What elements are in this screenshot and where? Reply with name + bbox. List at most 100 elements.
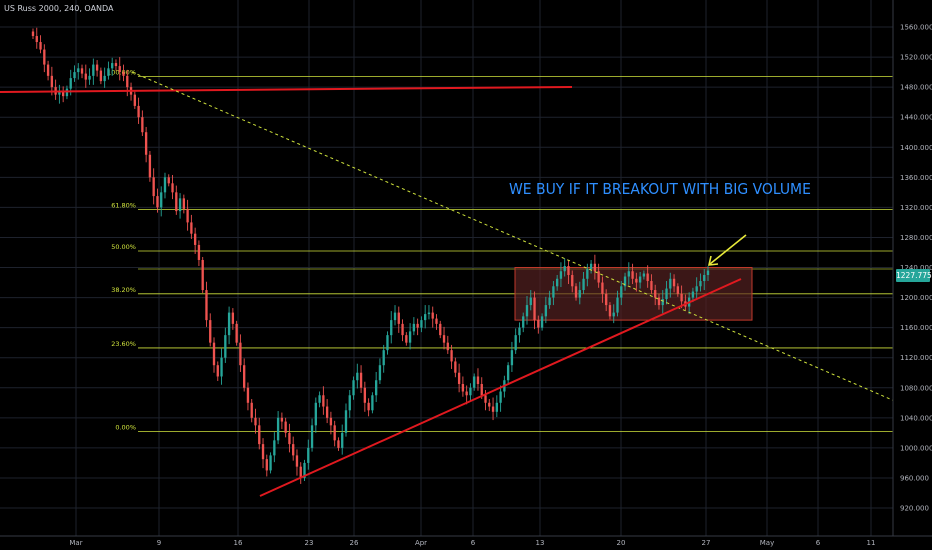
candle-body (397, 312, 400, 324)
horizontal-resistance-line (0, 86, 573, 93)
candle-body (314, 402, 317, 426)
candle-body (201, 259, 204, 291)
candle-body (50, 75, 54, 88)
candle-body (197, 244, 201, 260)
candle-body (212, 342, 216, 366)
candle-body (80, 68, 84, 74)
candle-body (61, 90, 65, 97)
candle-body (627, 271, 630, 277)
time-tick-label: 11 (867, 539, 876, 547)
fib-level-label: 61.80% (111, 202, 136, 210)
candle-body (193, 233, 197, 245)
candle-body (442, 335, 446, 343)
fib-level-label: 50.00% (111, 243, 136, 251)
time-tick-label: Mar (69, 539, 82, 547)
candle-body (608, 305, 612, 317)
fib-level-label: 38.20% (111, 286, 136, 294)
candle-body (126, 75, 129, 88)
candle-body (231, 312, 235, 324)
candle-body (269, 455, 272, 471)
candle-body (408, 331, 412, 343)
time-tick-label: 13 (536, 539, 545, 547)
price-tick-label: 1480.000 (900, 84, 932, 92)
candle-body (31, 31, 35, 37)
fibonacci-levels: 100.00% 61.80% 50.00% 38.20% 23.60% 0.00% (107, 69, 893, 432)
candle-body (657, 297, 661, 306)
candle-body (431, 312, 434, 319)
time-axis[interactable]: Mar 9 16 23 26 Apr 6 13 20 27 May 6 11 (0, 535, 932, 550)
candle-body (254, 417, 257, 426)
candle-body (348, 395, 351, 411)
candle-body (99, 70, 103, 82)
candle-body (69, 78, 72, 89)
candle-body (563, 265, 566, 272)
candle-body (95, 64, 99, 71)
candle-body (367, 402, 370, 411)
price-tick-label: 1360.000 (900, 174, 932, 182)
time-tick-label: 16 (234, 539, 243, 547)
candle-body (424, 314, 427, 321)
candle-body (510, 350, 514, 366)
candle-body (386, 335, 389, 351)
candle-body (533, 297, 536, 321)
candle-body (341, 432, 344, 448)
candle-body (514, 335, 517, 351)
candle-body (552, 286, 555, 298)
time-tick-label: May (760, 539, 774, 547)
candle-body (616, 297, 619, 313)
candle-body (593, 263, 597, 272)
candle-body (144, 132, 148, 155)
candle-body (352, 380, 355, 396)
candle-body (676, 286, 680, 294)
price-tick-label: 1160.000 (900, 324, 932, 332)
candle-body (465, 391, 468, 396)
candle-body (439, 323, 442, 336)
candle-body (141, 117, 144, 133)
candle-body (390, 320, 393, 336)
candle-body (322, 395, 325, 407)
candle-body (488, 402, 491, 407)
candle-body (612, 312, 615, 317)
candle-body (555, 278, 559, 287)
candle-body (288, 432, 291, 445)
candle-body (239, 342, 242, 366)
candle-body (318, 395, 321, 403)
candle-body (642, 273, 646, 277)
candle-body (548, 297, 551, 306)
candle-body (680, 293, 683, 302)
time-tick-label: 6 (471, 539, 476, 547)
candle-body (43, 49, 46, 65)
candle-body (261, 444, 265, 460)
candle-body (299, 466, 302, 478)
candle-body (601, 282, 604, 294)
candle-body (292, 444, 295, 456)
candle-body (243, 365, 246, 388)
price-tick-label: 1240.000 (900, 264, 932, 272)
candle-body (635, 278, 638, 283)
candle-body (84, 73, 87, 80)
candle-body (382, 350, 385, 366)
candle-body (337, 440, 340, 448)
candle-body (454, 361, 457, 373)
candle-body (586, 269, 589, 279)
candle-body (650, 281, 653, 291)
candle-body (284, 421, 287, 433)
candle-body (178, 198, 182, 212)
candle-body (578, 290, 581, 298)
candle-body (499, 391, 502, 403)
chart-annotation: WE BUY IF IT BREAKOUT WITH BIG VOLUME (509, 180, 811, 198)
price-tick-label: 1200.000 (900, 294, 932, 302)
last-price-tag: 1227.775 (896, 269, 932, 282)
candle-body (175, 192, 178, 212)
time-tick-label: Apr (415, 539, 427, 547)
candle-body (265, 459, 268, 471)
trend-lines (0, 71, 898, 497)
chart-grid (0, 0, 893, 536)
candle-body (695, 286, 698, 292)
candle-body (450, 350, 453, 362)
candle-body (227, 312, 231, 336)
candle-body (374, 380, 378, 396)
candle-body (103, 75, 106, 82)
candle-body (620, 286, 623, 298)
